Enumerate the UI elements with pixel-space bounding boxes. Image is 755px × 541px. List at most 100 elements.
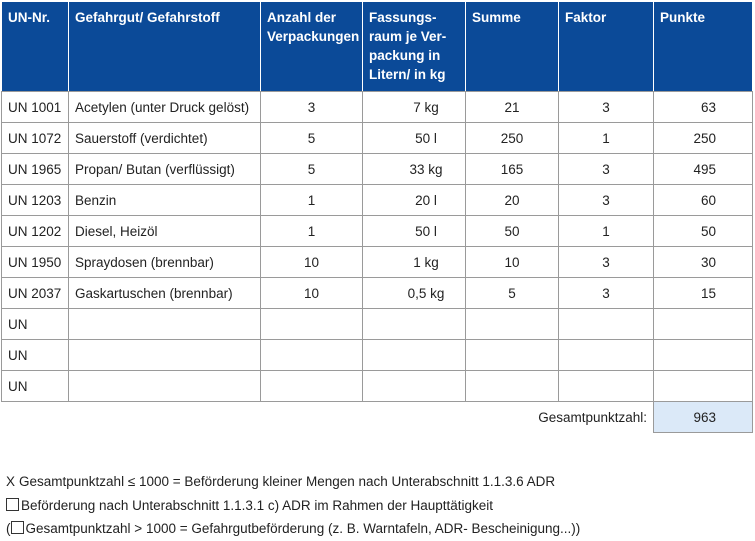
cell-summe: 20 — [465, 184, 559, 216]
cell-fassungsraum — [362, 370, 466, 402]
note-line: ( Gesamtpunktzahl > 1000 = Gefahrgutbeför… — [6, 517, 580, 541]
cell-un-nr: UN 1001 — [1, 91, 69, 123]
hazard-points-table: UN-Nr. Gefahrgut/ Gefahrstoff Anzahl der V… — [1, 1, 753, 433]
cell-punkte: 63 — [653, 91, 753, 123]
cell-fassungsraum: 50 l — [362, 215, 466, 247]
cell-fassungsraum — [362, 308, 466, 340]
cell-un-nr: UN 1072 — [1, 122, 69, 154]
table-row: UN 1203 Benzin 1 20 l 20 3 60 — [1, 184, 753, 216]
table-row: UN — [1, 370, 753, 402]
cell-faktor — [558, 370, 654, 402]
note-line: X Gesamtpunktzahl ≤ 1000 = Beförderung kl… — [6, 470, 580, 494]
total-label: Gesamtpunktzahl: — [538, 409, 647, 425]
note-text: Gesamtpunktzahl > 1000 = Gefahrgutbeförd… — [25, 521, 581, 536]
cell-anzahl: 5 — [260, 153, 363, 185]
cell-anzahl: 10 — [260, 246, 363, 278]
cell-anzahl: 1 — [260, 215, 363, 247]
cell-summe: 50 — [465, 215, 559, 247]
cell-gefahrgut: Diesel, Heizöl — [68, 215, 261, 247]
checkbox-icon[interactable] — [6, 497, 19, 511]
table-row: UN 1001 Acetylen (unter Druck gelöst) 3 7 k… — [1, 91, 753, 123]
cell-punkte — [653, 308, 753, 340]
cell-faktor — [558, 339, 654, 371]
cell-punkte: 50 — [653, 215, 753, 247]
note-line: Beförderung nach Unterabschnitt 1.1.3.1 … — [6, 494, 580, 518]
table-row: UN 1950 Spraydosen (brennbar) 10 1 kg 10 3 30 — [1, 246, 753, 278]
notes: X Gesamtpunktzahl ≤ 1000 = Beförderung kl… — [6, 470, 580, 541]
cell-anzahl: 1 — [260, 184, 363, 216]
cell-faktor: 3 — [558, 184, 654, 216]
cell-anzahl: 3 — [260, 91, 363, 123]
cell-anzahl — [260, 339, 363, 371]
cell-summe — [465, 370, 559, 402]
header-faktor: Faktor — [558, 1, 654, 92]
table-row: UN 1965 Propan/ Butan (verflüssigt) 5 33 kg… — [1, 153, 753, 185]
note-prefix: ( — [6, 521, 11, 536]
cell-punkte: 15 — [653, 277, 753, 309]
spacer — [363, 402, 466, 433]
cell-faktor: 3 — [558, 246, 654, 278]
cell-gefahrgut: Spraydosen (brennbar) — [68, 246, 261, 278]
cell-anzahl — [260, 370, 363, 402]
cell-un-nr: UN 1965 — [1, 153, 69, 185]
cell-gefahrgut — [68, 370, 261, 402]
spacer — [261, 402, 363, 433]
checked-mark[interactable]: X — [6, 474, 16, 489]
cell-fassungsraum — [362, 339, 466, 371]
note-text: Gesamtpunktzahl ≤ 1000 = Beförderung kle… — [19, 474, 556, 489]
cell-gefahrgut: Acetylen (unter Druck gelöst) — [68, 91, 261, 123]
cell-faktor — [558, 308, 654, 340]
cell-summe: 250 — [465, 122, 559, 154]
cell-summe — [465, 308, 559, 340]
cell-anzahl: 5 — [260, 122, 363, 154]
cell-punkte — [653, 339, 753, 371]
header-row: UN-Nr. Gefahrgut/ Gefahrstoff Anzahl der V… — [1, 1, 753, 92]
spacer — [2, 402, 69, 433]
cell-gefahrgut — [68, 308, 261, 340]
cell-punkte — [653, 370, 753, 402]
header-un-nr: UN-Nr. — [1, 1, 69, 92]
total-value: 963 — [653, 401, 753, 433]
cell-un-nr: UN — [1, 308, 69, 340]
cell-summe: 5 — [465, 277, 559, 309]
cell-gefahrgut — [68, 339, 261, 371]
header-fassungsraum: Fassungs-raum je Ver-packung in Litern/ … — [362, 1, 466, 92]
table-row: UN — [1, 308, 753, 340]
cell-summe: 21 — [465, 91, 559, 123]
cell-summe: 10 — [465, 246, 559, 278]
cell-faktor: 3 — [558, 91, 654, 123]
total-row: Gesamtpunktzahl: 963 — [2, 401, 753, 433]
cell-faktor: 3 — [558, 277, 654, 309]
header-anzahl: Anzahl der Verpackungen — [260, 1, 363, 92]
cell-faktor: 1 — [558, 122, 654, 154]
header-summe: Summe — [465, 1, 559, 92]
cell-un-nr: UN 1950 — [1, 246, 69, 278]
cell-fassungsraum: 20 l — [362, 184, 466, 216]
cell-un-nr: UN — [1, 370, 69, 402]
cell-faktor: 3 — [558, 153, 654, 185]
cell-punkte: 60 — [653, 184, 753, 216]
table-row: UN — [1, 339, 753, 371]
cell-un-nr: UN 1202 — [1, 215, 69, 247]
table-row: UN 1072 Sauerstoff (verdichtet) 5 50 l 250 1 2… — [1, 122, 753, 154]
header-gefahrgut: Gefahrgut/ Gefahrstoff — [68, 1, 261, 92]
cell-anzahl — [260, 308, 363, 340]
cell-fassungsraum: 33 kg — [362, 153, 466, 185]
table-row: UN 1202 Diesel, Heizöl 1 50 l 50 1 50 — [1, 215, 753, 247]
cell-punkte: 30 — [653, 246, 753, 278]
cell-fassungsraum: 0,5 kg — [362, 277, 466, 309]
cell-punkte: 495 — [653, 153, 753, 185]
cell-un-nr: UN 2037 — [1, 277, 69, 309]
cell-fassungsraum: 7 kg — [362, 91, 466, 123]
cell-fassungsraum: 50 l — [362, 122, 466, 154]
spacer — [69, 402, 261, 433]
checkbox-icon[interactable] — [10, 521, 24, 534]
cell-gefahrgut: Sauerstoff (verdichtet) — [68, 122, 261, 154]
cell-summe: 165 — [465, 153, 559, 185]
cell-un-nr: UN 1203 — [1, 184, 69, 216]
header-punkte: Punkte — [653, 1, 753, 92]
cell-punkte: 250 — [653, 122, 753, 154]
table-row: UN 2037 Gaskartuschen (brennbar) 10 0,5 kg 5… — [1, 277, 753, 309]
cell-summe — [465, 339, 559, 371]
note-text: Beförderung nach Unterabschnitt 1.1.3.1 … — [21, 497, 493, 513]
